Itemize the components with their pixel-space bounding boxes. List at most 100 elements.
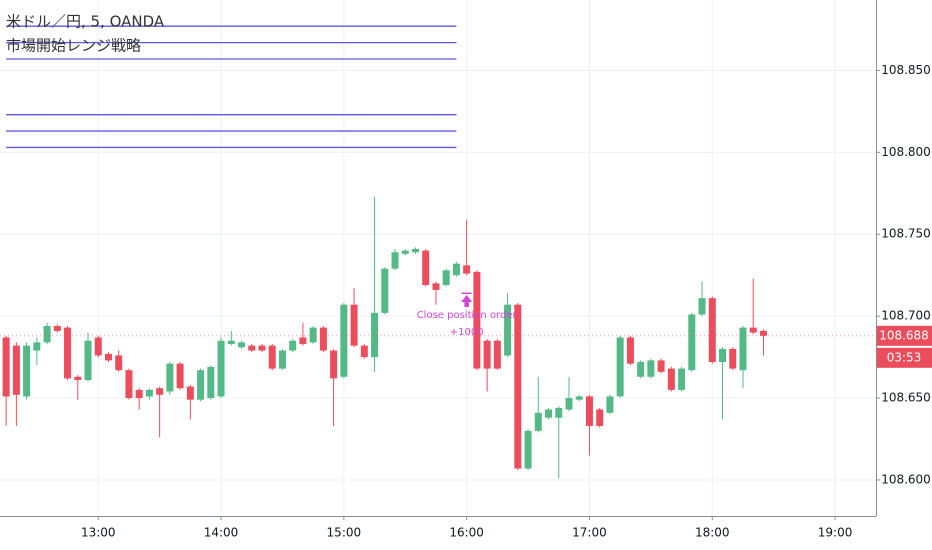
candle-body [319,327,327,351]
candle-body [371,312,379,358]
annotation-marker [461,292,473,307]
annotation-text: Close position order [417,310,518,321]
candle-body [309,327,317,343]
candle-body [565,398,573,410]
candle-body [360,345,368,358]
candle-body [555,407,563,418]
candle-body [33,342,41,351]
y-tick-label: 108.650 [881,391,931,405]
candle-body [391,252,399,269]
candle-body [596,409,604,426]
candle-body [616,337,624,397]
candle-body [524,430,532,469]
candle-body [473,271,481,369]
candle-body [125,370,133,399]
candle-body [248,345,256,351]
candle-body [749,327,757,333]
chart-subtitle: 市場開始レンジ戦略 [6,37,141,55]
candle-body [23,345,31,397]
candle-body [729,348,737,369]
candle-body [197,370,205,400]
candle-body [268,345,276,369]
countdown-tag [877,347,932,368]
candle-body [104,353,112,361]
candle-body [483,340,491,369]
x-tick-label: 13:00 [81,526,116,540]
candle-body [442,270,450,286]
candle-body [84,340,92,381]
candle-body [411,248,419,253]
candle-body [227,340,235,344]
candle-body [698,298,706,315]
last-price-label: 108.688 [879,328,929,342]
candle-body [504,304,512,356]
candle-body [12,345,20,395]
candle-body [575,396,583,400]
candle-body [2,337,10,397]
candle-body [657,360,665,372]
candle-body [739,327,747,371]
candle-body [514,304,522,469]
candle-body [585,396,593,426]
candle-body [626,337,634,364]
candle-body [759,330,767,336]
x-tick-label: 17:00 [572,526,607,540]
candle-body [401,250,409,254]
candle-body [186,386,194,400]
candle-body [156,388,164,395]
candle-body [74,376,82,381]
x-tick-label: 18:00 [695,526,730,540]
candle-body [452,263,460,276]
last-price-tag [877,325,932,346]
x-tick-label: 16:00 [449,526,484,540]
x-tick-label: 14:00 [204,526,239,540]
candle-body [217,340,225,397]
candle-body [463,265,471,274]
candle-body [238,342,246,348]
candle-body [53,325,61,331]
candle-body [678,368,686,390]
candle-body [637,362,645,377]
candle-body [340,304,348,377]
y-tick-label: 108.850 [881,63,931,77]
candle-body [350,304,358,346]
chart-title: 米ドル／円, 5, OANDA [6,13,165,31]
candle-body [207,366,215,399]
candle-body [422,250,430,286]
candle-body [176,363,184,389]
x-tick-label: 19:00 [818,526,853,540]
candle-body [545,409,553,418]
annotation-detail: +1000 [450,327,484,338]
candle-body [688,314,696,371]
candle-body [718,348,726,363]
candle-body [381,268,389,313]
countdown-label: 03:53 [887,350,922,364]
candle-body [43,325,51,343]
candle-body [135,389,143,399]
candle-body [647,360,655,377]
candle-body [708,298,716,363]
x-tick-label: 15:00 [327,526,362,540]
candle-body [64,327,72,379]
candle-body [606,396,614,413]
y-tick-label: 108.700 [881,309,931,323]
candle-body [534,412,542,431]
candle-body [330,350,338,379]
candle-body [145,389,153,397]
y-tick-label: 108.800 [881,145,931,159]
candle-body [166,363,174,392]
candle-body [667,368,675,390]
candle-body [493,340,501,369]
y-tick-label: 108.750 [881,227,931,241]
candle-body [115,355,123,371]
y-tick-label: 108.600 [881,472,931,486]
candle-body [94,337,102,356]
candle-body [258,345,266,351]
candle-body [432,283,440,290]
candle-body [278,350,286,369]
candle-body [289,340,297,351]
candle-body [299,337,307,344]
